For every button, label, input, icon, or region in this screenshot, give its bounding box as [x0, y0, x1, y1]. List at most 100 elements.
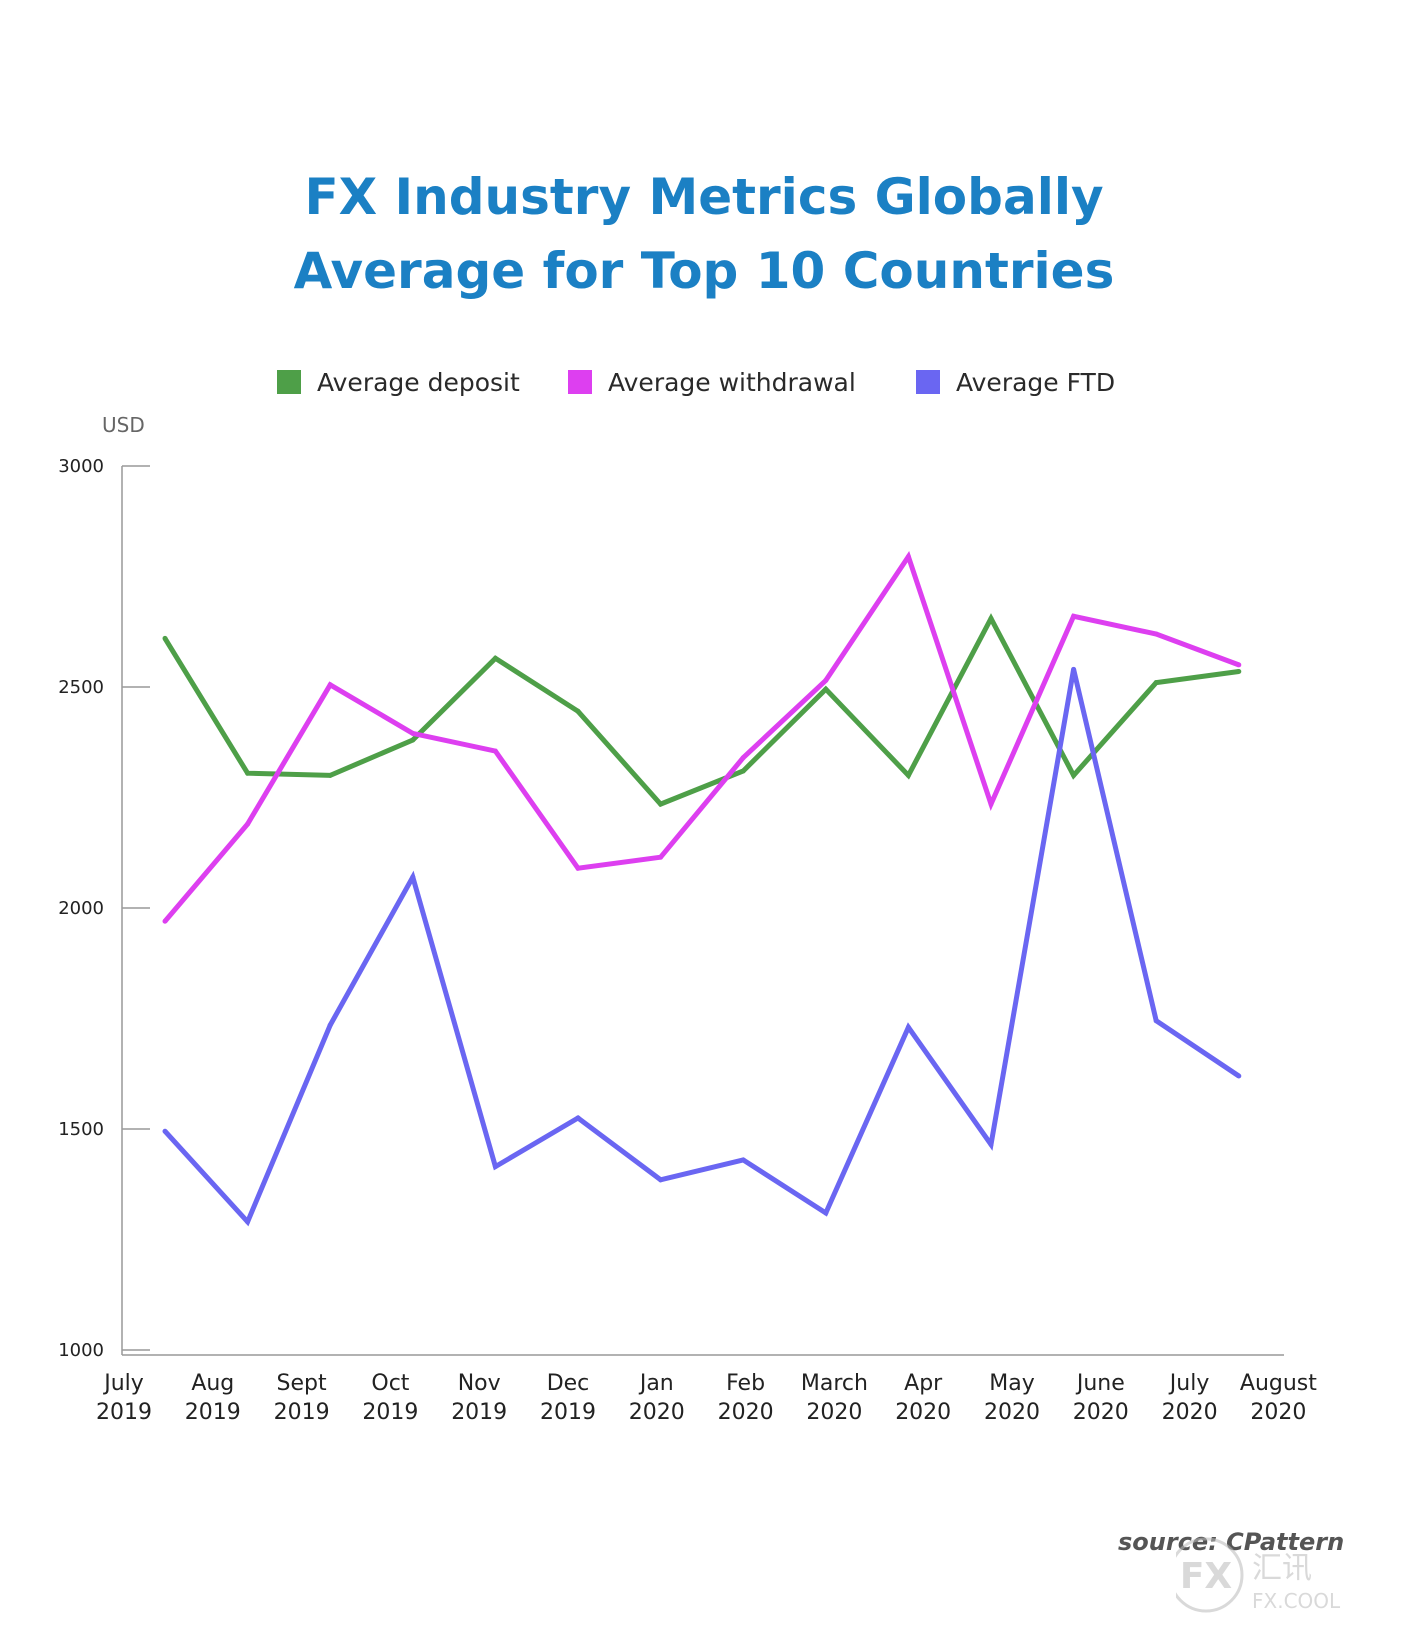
legend-swatch-deposit	[277, 370, 301, 394]
data-point	[492, 655, 498, 661]
chart-title-line-1: FX Industry Metrics Globally	[304, 168, 1104, 226]
x-tick-label-year: 2019	[451, 1400, 507, 1425]
data-point	[1236, 662, 1242, 668]
x-tick-label-month: July	[102, 1371, 144, 1396]
chart-title: FX Industry Metrics Globally Average for…	[0, 160, 1408, 308]
x-tick-label-month: Nov	[458, 1371, 501, 1396]
series-lines	[162, 550, 1242, 1227]
series-line-average-withdrawal	[163, 550, 1240, 923]
data-point	[162, 918, 168, 924]
data-point	[740, 768, 746, 774]
data-point	[410, 730, 416, 736]
data-point	[658, 854, 664, 860]
data-point	[658, 801, 664, 807]
x-tick-label-month: June	[1075, 1371, 1125, 1396]
watermark-domain: FX.COOL	[1252, 1589, 1341, 1613]
legend-swatch-withdrawal	[568, 370, 592, 394]
data-point	[988, 615, 994, 621]
data-point	[410, 874, 416, 880]
x-axis-ticks: July 2019 Aug 2019 Sept 2019 Oct 2019 Nov 2019 Dec…	[96, 1371, 1317, 1425]
data-point	[327, 772, 333, 778]
x-tick-label-year: 2020	[629, 1400, 685, 1425]
data-point	[162, 635, 168, 641]
data-point	[1071, 613, 1077, 619]
fx-cool-watermark: FX 汇讯 FX.COOL	[1176, 1537, 1341, 1613]
legend-label-deposit: Average deposit	[317, 367, 520, 397]
x-tick-label-month: August	[1240, 1371, 1317, 1396]
data-point	[245, 821, 251, 827]
data-point	[823, 1210, 829, 1216]
data-point	[740, 1157, 746, 1163]
series-line-average-deposit	[162, 613, 1240, 808]
watermark-text: 汇讯	[1252, 1551, 1312, 1586]
y-tick-label: 1500	[58, 1119, 104, 1140]
x-tick-label-month: May	[989, 1371, 1034, 1396]
x-tick-label-year: 2019	[274, 1400, 330, 1425]
legend-swatch-ftd	[916, 370, 940, 394]
data-point	[575, 865, 581, 871]
data-point	[1071, 666, 1077, 672]
x-tick-label-month: Sept	[277, 1371, 327, 1396]
watermark-logo: FX	[1180, 1556, 1233, 1597]
data-point	[1236, 1073, 1242, 1079]
data-point	[245, 1219, 251, 1225]
y-tick-label: 1000	[58, 1340, 104, 1361]
chart-title-line-2: Average for Top 10 Countries	[293, 242, 1115, 300]
x-tick-label-year: 2019	[96, 1400, 152, 1425]
x-tick-label-year: 2020	[1250, 1400, 1306, 1425]
data-point	[823, 686, 829, 692]
x-tick-label-year: 2020	[1073, 1400, 1129, 1425]
legend: Average deposit Average withdrawal Avera…	[0, 364, 1408, 400]
y-tick-label: 2000	[58, 898, 104, 919]
x-tick-label-year: 2019	[362, 1400, 418, 1425]
x-tick-label-year: 2019	[185, 1400, 241, 1425]
legend-item-withdrawal: Average withdrawal	[568, 364, 856, 400]
data-point	[905, 554, 911, 560]
legend-label-withdrawal: Average withdrawal	[608, 367, 856, 397]
data-point	[988, 1141, 994, 1147]
x-tick-label-year: 2020	[806, 1400, 862, 1425]
data-point	[1153, 631, 1159, 637]
legend-item-deposit: Average deposit	[277, 364, 520, 400]
data-point	[162, 1128, 168, 1134]
data-point	[575, 708, 581, 714]
x-tick-label-month: Feb	[726, 1371, 765, 1396]
x-tick-label-month: Aug	[191, 1371, 234, 1396]
x-tick-label-year: 2019	[540, 1400, 596, 1425]
y-tick-label: 3000	[58, 456, 104, 477]
x-tick-label-month: Apr	[904, 1371, 943, 1396]
source-note: source: CPattern	[1118, 1528, 1345, 1556]
data-point	[658, 1177, 664, 1183]
data-point	[575, 1115, 581, 1121]
x-tick-label-month: March	[801, 1371, 868, 1396]
data-point	[823, 677, 829, 683]
series-line-average-ftd	[163, 668, 1241, 1227]
data-point	[327, 1022, 333, 1028]
data-point	[905, 772, 911, 778]
data-point	[492, 748, 498, 754]
legend-item-ftd: Average FTD	[916, 364, 1115, 400]
line-chart: USD 1000 1500 2000 2500 3000 July 2019 Aug 2019…	[58, 413, 1317, 1425]
x-tick-label-year: 2020	[1162, 1400, 1218, 1425]
data-point	[905, 1024, 911, 1030]
y-axis-unit-label: USD	[102, 413, 145, 437]
data-point	[1153, 1018, 1159, 1024]
data-point	[245, 770, 251, 776]
x-tick-label-year: 2020	[895, 1400, 951, 1425]
y-axis-ticks: 1000 1500 2000 2500 3000	[58, 456, 150, 1361]
x-tick-label-year: 2020	[718, 1400, 774, 1425]
data-point	[988, 801, 994, 807]
x-tick-label-month: July	[1168, 1371, 1210, 1396]
data-point	[740, 755, 746, 761]
data-point	[492, 1164, 498, 1170]
y-tick-label: 2500	[58, 677, 104, 698]
data-point	[410, 737, 416, 743]
x-tick-label-year: 2020	[984, 1400, 1040, 1425]
x-tick-label-month: Dec	[547, 1371, 590, 1396]
data-point	[327, 682, 333, 688]
data-point	[1153, 680, 1159, 686]
data-point	[1236, 669, 1242, 675]
data-point	[1071, 772, 1077, 778]
legend-label-ftd: Average FTD	[956, 367, 1116, 397]
x-tick-label-month: Oct	[371, 1371, 409, 1396]
